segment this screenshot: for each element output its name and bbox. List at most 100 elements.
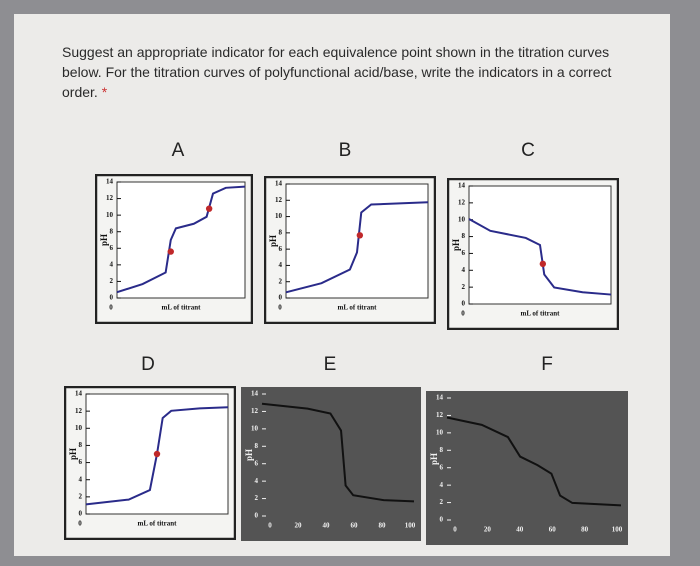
chart-frame [241,387,421,541]
y-tick-label: 0 [462,300,466,308]
titration-curve [468,218,612,296]
titration-chart: 14 12 10 8 6 4 2 0 pH 0 mL of titrant [95,174,253,324]
y-tick-label: 14 [251,390,259,398]
plot-area [116,181,246,299]
panel-label: A [171,140,185,161]
panel-label: E [323,354,337,375]
x-tick-label: 40 [516,526,524,534]
y-tick-label: 0 [110,294,114,302]
y-tick-label: 6 [462,249,466,257]
equivalence-point [167,248,174,255]
panel-label: B [338,140,352,161]
titration-curve [85,406,229,506]
titration-curve [446,416,622,507]
y-tick-label: 2 [110,277,114,285]
panel-label: F [541,354,553,375]
x-tick-label: 80 [379,522,387,530]
x-axis-label: mL of titrant [521,310,561,318]
y-tick-label: 0 [279,294,283,302]
y-axis-label: pH [429,453,439,465]
y-tick-label: 10 [106,211,114,219]
y-axis-label: pH [99,234,109,246]
y-tick-label: 6 [110,244,114,252]
y-tick-label: 0 [79,510,83,518]
equivalence-point [356,232,364,239]
y-tick-label: 12 [251,407,259,415]
x-tick-label: 60 [351,522,359,530]
y-tick-label: 0 [440,516,444,524]
y-tick-label: 8 [79,441,83,449]
y-tick-label: 6 [279,245,283,253]
y-tick-label: 10 [458,215,466,223]
question-text: Suggest an appropriate indicator for eac… [62,42,637,102]
x-tick-label: 0 [453,526,457,534]
titration-chart: 14 12 10 8 6 4 2 0 pH 0 mL of titrant [447,178,619,330]
y-tick-label: 14 [275,180,283,188]
y-tick-label: 6 [440,463,444,471]
y-tick-label: 4 [279,261,283,269]
y-tick-label: 4 [440,481,444,489]
titration-curve [116,185,246,294]
y-tick-label: 2 [255,494,259,502]
titration-chart: 14 12 10 8 6 4 2 0 pH 0 mL of titrant [264,176,436,324]
x-tick-label: 100 [612,526,623,534]
required-mark: * [101,84,108,100]
x-tick-label: 20 [295,522,303,530]
y-tick-label: 12 [106,194,114,202]
y-tick-label: 2 [279,277,283,285]
equivalence-point [539,260,547,268]
y-tick-label: 4 [255,477,259,485]
y-axis-label: pH [68,448,78,460]
y-tick-label: 4 [79,475,83,483]
x-tick-label: 60 [549,526,557,534]
y-tick-label: 0 [255,512,259,520]
y-tick-label: 8 [255,442,259,450]
y-tick-label: 14 [106,178,114,186]
y-tick-label: 10 [75,424,83,432]
y-tick-label: 8 [462,232,466,240]
panel-label: D [141,354,155,375]
y-tick-label: 14 [458,182,466,190]
plot-area [285,183,429,299]
x-tick-label: 0 [268,522,272,530]
x-tick-label: 40 [323,522,331,530]
x-tick-label: 0 [278,304,282,312]
y-tick-label: 12 [436,411,444,419]
y-tick-label: 2 [440,498,444,506]
x-tick-label: 0 [109,304,113,312]
x-tick-label: 20 [484,526,492,534]
y-tick-label: 4 [462,266,466,274]
panel-label: C [521,140,535,161]
y-axis-label: pH [268,235,278,247]
y-tick-label: 12 [458,198,466,206]
x-tick-label: 100 [405,522,416,530]
y-tick-label: 10 [251,424,259,432]
x-axis-label: mL of titrant [338,304,378,312]
x-tick-label: 0 [78,520,82,528]
y-axis-label: pH [451,239,461,251]
y-tick-label: 6 [255,459,259,467]
y-tick-label: 12 [75,407,83,415]
x-axis-label: mL of titrant [138,520,178,528]
y-tick-label: 12 [275,196,283,204]
x-tick-label: 80 [581,526,589,534]
question: Suggest an appropriate indicator for eac… [62,44,612,100]
chart-frame [426,391,628,545]
y-tick-label: 14 [75,390,83,398]
x-axis-label: mL of titrant [162,304,202,312]
y-tick-label: 8 [279,228,283,236]
y-tick-label: 4 [110,260,114,268]
titration-chart: 14 12 10 8 6 4 2 0 pH 0 mL of titrant [64,386,236,540]
equivalence-point [205,205,213,212]
titration-curve [261,402,415,503]
y-tick-label: 8 [440,446,444,454]
y-tick-label: 2 [79,492,83,500]
y-tick-label: 10 [436,428,444,436]
y-axis-label: pH [244,449,254,461]
y-tick-label: 6 [79,458,83,466]
y-tick-label: 10 [275,212,283,220]
y-tick-label: 2 [462,283,466,291]
